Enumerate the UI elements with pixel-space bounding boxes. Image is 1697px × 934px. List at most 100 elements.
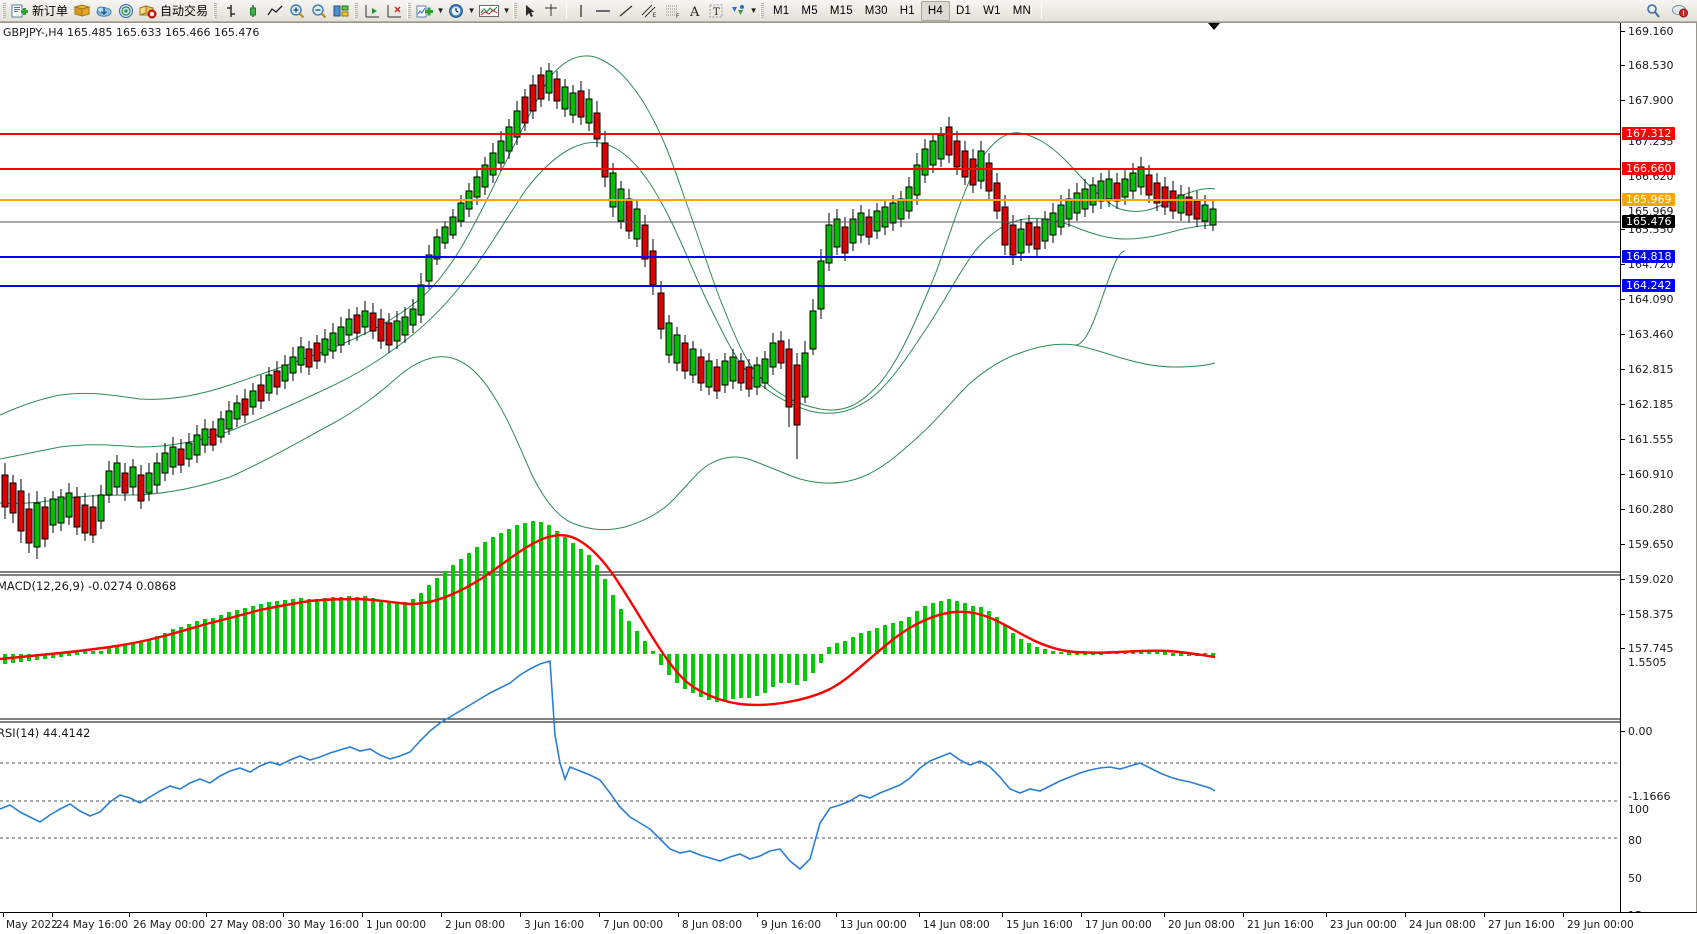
text-label-button[interactable]: T: [705, 1, 727, 21]
period-caret-icon[interactable]: ▼: [467, 6, 476, 15]
crosshair-button[interactable]: [540, 1, 562, 21]
indicators-button[interactable]: [414, 1, 436, 21]
price-scale[interactable]: 169.160 168.530 167.900 167.235 166.620 …: [1620, 23, 1697, 934]
fibonacci-button[interactable]: F: [661, 1, 685, 21]
bar-chart-button[interactable]: [220, 1, 242, 21]
support-1-tag[interactable]: 164.818: [1622, 250, 1675, 263]
alerts-button[interactable]: [1669, 1, 1691, 21]
alerts-icon: [1672, 4, 1688, 17]
pivot-tag[interactable]: 165.969: [1622, 193, 1675, 206]
new-order-label: 新订单: [32, 4, 69, 18]
timeframe-m5[interactable]: M5: [801, 4, 818, 17]
search-button[interactable]: [1643, 1, 1665, 21]
zoom-in-icon: [290, 3, 305, 18]
cursor-button[interactable]: [520, 1, 540, 21]
date-tick: [678, 913, 679, 917]
text-label-icon: T: [709, 4, 723, 18]
horizontal-line-button[interactable]: [591, 1, 615, 21]
scroll-position-marker[interactable]: [1208, 23, 1220, 30]
price-tick-label: 169.160: [1628, 25, 1674, 38]
date-label: May 2022: [6, 919, 58, 931]
price-tick-label: 167.900: [1628, 94, 1674, 107]
fibonacci-icon: F: [666, 5, 680, 19]
chart-shift-button[interactable]: [361, 1, 383, 21]
market-depth-button[interactable]: [115, 1, 137, 21]
crosshair-icon: [545, 3, 558, 16]
tick-mark: [1621, 544, 1625, 545]
timeframe-w1[interactable]: W1: [983, 4, 1001, 17]
timeframe-mn[interactable]: MN: [1012, 4, 1032, 17]
rsi-indicator-label: RSI(14) 44.4142: [0, 726, 91, 740]
date-tick: [599, 913, 600, 917]
text-button[interactable]: A: [685, 1, 705, 21]
date-label: 13 Jun 00:00: [840, 919, 907, 931]
toolbar-grip-4[interactable]: [407, 2, 412, 19]
timeframe-m15[interactable]: M15: [829, 4, 853, 17]
pane-separators: [0, 571, 1620, 723]
expert-advisors-button[interactable]: [71, 1, 93, 21]
indicators-caret-icon[interactable]: ▼: [436, 6, 445, 15]
tick-mark: [1621, 31, 1625, 32]
tick-mark: [1621, 648, 1625, 649]
equidistant-channel-button[interactable]: E: [637, 1, 661, 21]
tick-mark: [1621, 229, 1625, 230]
templates-button[interactable]: [476, 1, 502, 21]
toolbar-grip-3[interactable]: [354, 2, 359, 19]
tile-windows-icon: [333, 5, 349, 16]
chart-plot-area[interactable]: [0, 23, 1620, 913]
macd-histogram: [3, 521, 1215, 702]
zoom-in-button[interactable]: [286, 1, 308, 21]
period-button[interactable]: [445, 1, 467, 21]
toolbar-grip-5[interactable]: [513, 2, 518, 19]
date-label: 17 Jun 00:00: [1085, 919, 1152, 931]
auto-scroll-button[interactable]: [383, 1, 405, 21]
zoom-out-button[interactable]: [308, 1, 330, 21]
clock-icon: [449, 3, 463, 18]
arrows-caret-icon[interactable]: ▼: [749, 6, 758, 15]
date-scale[interactable]: May 2022 24 May 16:00 26 May 00:00 27 Ma…: [0, 912, 1697, 934]
timeframe-d1[interactable]: D1: [956, 4, 972, 17]
tick-mark: [1621, 264, 1625, 265]
new-order-label-button[interactable]: 新订单: [31, 1, 71, 21]
arrows-button[interactable]: [727, 1, 749, 21]
date-tick: [1484, 913, 1485, 917]
candlestick-chart-button[interactable]: [242, 1, 264, 21]
toolbar-grip[interactable]: [2, 2, 6, 19]
horizontal-levels[interactable]: [0, 132, 1620, 288]
toolbar-grip-6[interactable]: [760, 2, 765, 19]
timeframe-m30[interactable]: M30: [864, 4, 888, 17]
rsi-tick-label: 80: [1628, 834, 1642, 847]
price-tick-label: 167.235: [1628, 135, 1674, 148]
vertical-line-button[interactable]: [571, 1, 591, 21]
price-tick-label: 166.620: [1628, 170, 1674, 183]
timeframe-m1[interactable]: M1: [773, 4, 790, 17]
price-tick-label: 158.375: [1628, 608, 1674, 621]
timeframe-h1[interactable]: H1: [899, 4, 915, 17]
trendline-button[interactable]: [615, 1, 637, 21]
auto-trading-label: 自动交易: [160, 4, 209, 18]
date-tick: [836, 913, 837, 917]
templates-caret-icon[interactable]: ▼: [502, 6, 511, 15]
date-label: 27 Jun 16:00: [1488, 919, 1555, 931]
auto-trading-label-button[interactable]: 自动交易: [159, 1, 211, 21]
new-order-button[interactable]: [9, 1, 31, 21]
tick-mark: [1621, 731, 1625, 732]
rsi-line: [0, 659, 1216, 871]
resistance-2-tag[interactable]: 167.312: [1622, 127, 1675, 140]
line-chart-button[interactable]: [264, 1, 286, 21]
support-2-tag[interactable]: 164.242: [1622, 279, 1675, 292]
timeframe-h4[interactable]: H4: [920, 0, 950, 21]
tile-windows-button[interactable]: [330, 1, 352, 21]
auto-trading-button[interactable]: [137, 1, 159, 21]
last-price-tag[interactable]: 165.476: [1622, 215, 1675, 228]
date-tick: [362, 913, 363, 917]
chart-window[interactable]: GBPJPY-,H4 165.485 165.633 165.466 165.4…: [0, 22, 1697, 934]
macd-indicator-label: MACD(12,26,9) -0.0274 0.0868: [0, 579, 177, 593]
toolbar-grip-2[interactable]: [213, 2, 218, 19]
cursor-icon: [526, 4, 535, 17]
resistance-1-tag[interactable]: 166.660: [1622, 162, 1675, 175]
bar-chart-icon: [227, 4, 236, 17]
auto-scroll-icon: [387, 4, 402, 17]
metaquotes-id-button[interactable]: [93, 1, 115, 21]
